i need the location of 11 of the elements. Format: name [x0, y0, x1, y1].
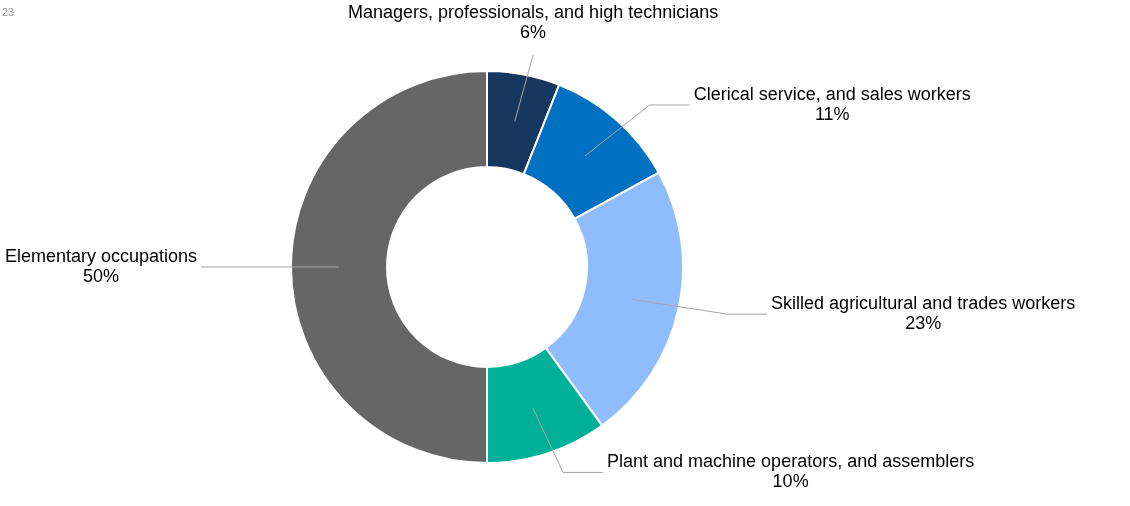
data-label: 11% [814, 103, 850, 124]
slice-label: Clerical service, and sales workers [693, 83, 971, 104]
data-label: 10% [772, 471, 809, 492]
data-label: 23% [905, 313, 942, 334]
slice-label: Plant and machine operators, and assemblers [607, 451, 975, 472]
data-label: 50% [82, 265, 119, 286]
text: 23 [2, 6, 15, 18]
slice-label: Managers, professionals, and high technicians [347, 1, 719, 22]
slice-label: Skilled agricultural and trades workers [771, 293, 1076, 314]
slice-label: Elementary occupations [4, 245, 197, 266]
data-label: 6% [520, 21, 547, 42]
